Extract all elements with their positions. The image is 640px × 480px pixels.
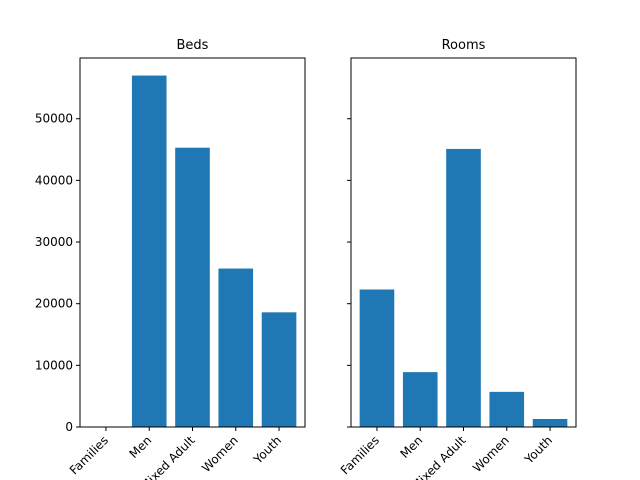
beds-ytick-label: 30000 <box>35 235 73 249</box>
rooms-bar-women <box>489 391 525 427</box>
beds-ytick-label: 40000 <box>35 173 73 187</box>
rooms-bar-mixed-adult <box>446 148 481 427</box>
beds-bar-men <box>131 75 167 428</box>
rooms-bar-men <box>402 372 438 427</box>
beds-ytick-label: 50000 <box>35 112 73 126</box>
beds-axes-frame <box>79 57 306 428</box>
beds-bar-women <box>218 268 254 427</box>
rooms-axes-frame <box>350 57 577 428</box>
beds-ytick-label: 0 <box>65 420 73 434</box>
rooms-bar-youth <box>532 418 568 427</box>
rooms-title: Rooms <box>442 38 486 53</box>
beds-title: Beds <box>177 38 209 53</box>
beds-ytick-label: 10000 <box>35 358 73 372</box>
rooms-bar-families <box>359 289 395 427</box>
beds-ytick-label: 20000 <box>35 297 73 311</box>
beds-bar-mixed-adult <box>175 147 210 427</box>
beds-bar-youth <box>261 312 297 427</box>
